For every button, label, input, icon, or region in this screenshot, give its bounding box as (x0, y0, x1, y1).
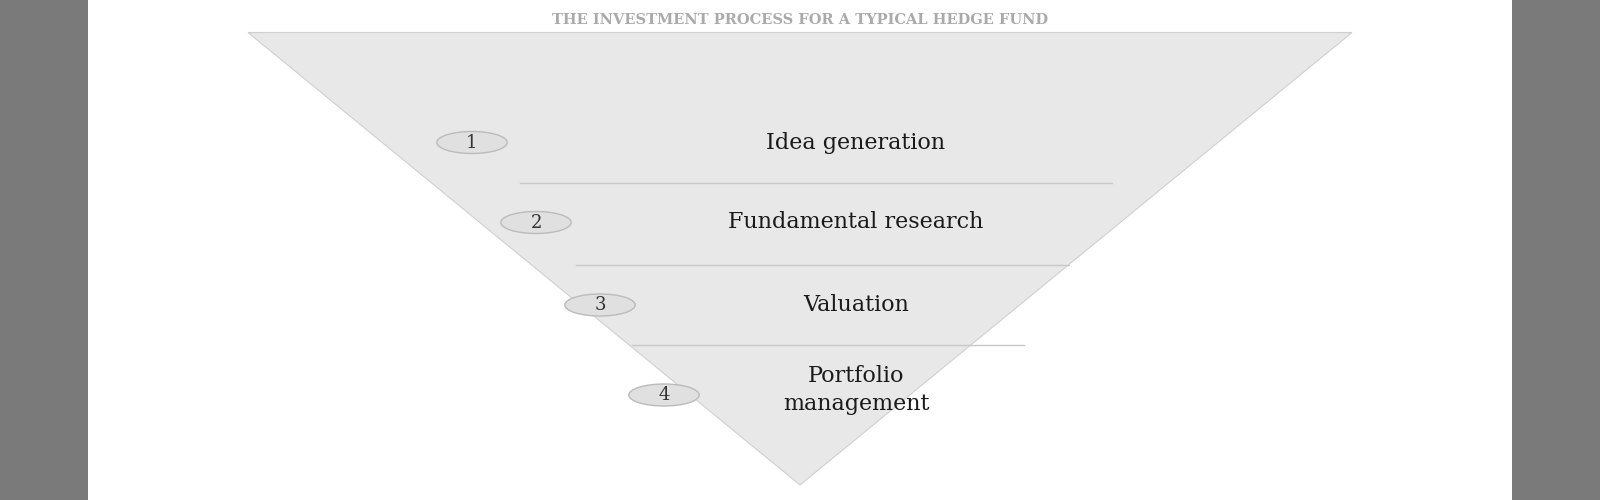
Circle shape (437, 132, 507, 154)
Text: Fundamental research: Fundamental research (728, 212, 984, 234)
Circle shape (565, 294, 635, 316)
Text: Idea generation: Idea generation (766, 132, 946, 154)
Text: 4: 4 (658, 386, 670, 404)
Text: 1: 1 (466, 134, 478, 152)
Text: 3: 3 (594, 296, 606, 314)
Text: Portfolio
management: Portfolio management (782, 364, 930, 416)
Polygon shape (248, 32, 1352, 485)
Text: Valuation: Valuation (803, 294, 909, 316)
Text: 2: 2 (530, 214, 542, 232)
Circle shape (501, 212, 571, 234)
Circle shape (629, 384, 699, 406)
Text: THE INVESTMENT PROCESS FOR A TYPICAL HEDGE FUND: THE INVESTMENT PROCESS FOR A TYPICAL HED… (552, 13, 1048, 27)
